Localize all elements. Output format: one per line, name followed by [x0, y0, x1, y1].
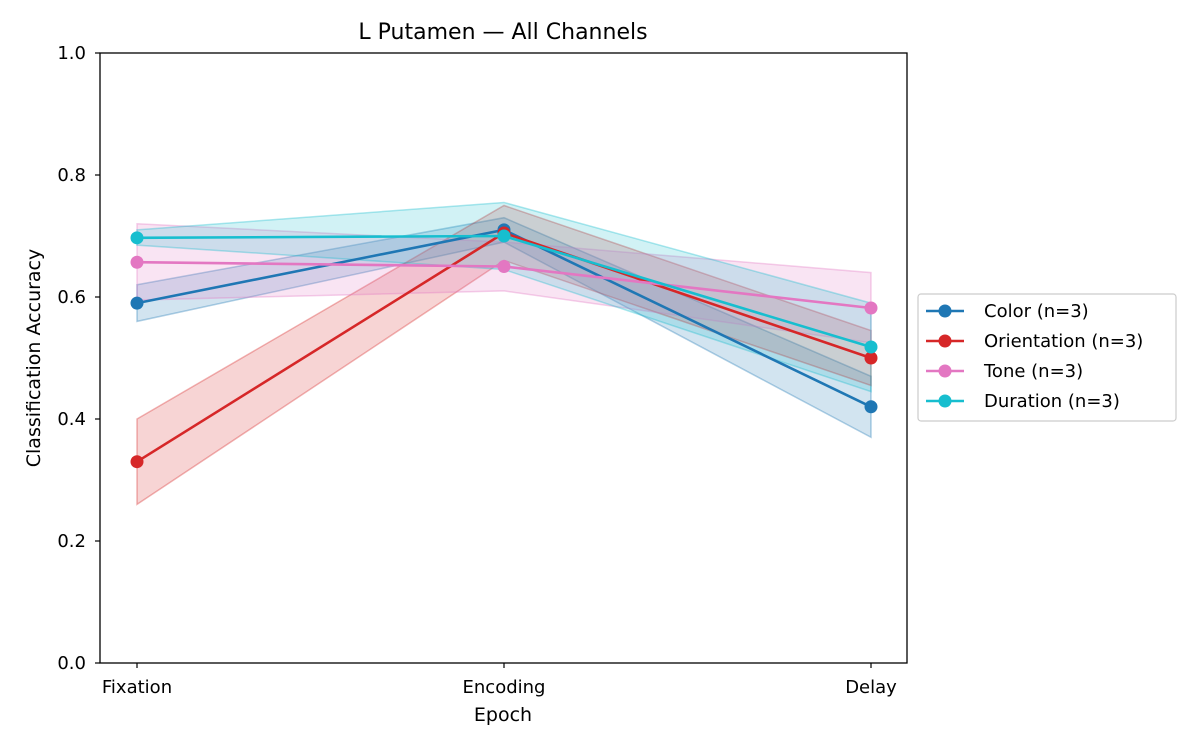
data-point [497, 260, 511, 273]
y-axis-title: Classification Accuracy [23, 249, 45, 468]
confidence-band-0 [136, 216, 872, 439]
legend-marker [938, 394, 952, 408]
confidence-band-1 [136, 204, 872, 506]
y-tick-label: 0.6 [57, 287, 86, 308]
legend-label: Tone (n=3) [983, 361, 1083, 382]
data-point [864, 301, 878, 315]
legend-label: Orientation (n=3) [984, 331, 1143, 352]
confidence-band-3 [136, 201, 872, 393]
data-point [497, 229, 511, 243]
y-tick-label: 0.0 [57, 653, 86, 674]
x-axis: Fixation Encoding Delay [102, 663, 897, 698]
legend-marker [938, 304, 952, 318]
y-tick-label: 0.8 [57, 165, 86, 186]
legend-label: Duration (n=3) [984, 391, 1120, 412]
x-tick-label: Fixation [102, 677, 172, 698]
chart-title: L Putamen — All Channels [358, 20, 647, 45]
series-points [130, 223, 878, 469]
data-point [130, 296, 144, 310]
data-point [130, 231, 144, 245]
y-tick-label: 0.4 [57, 409, 86, 430]
y-axis: 0.0 0.2 0.4 0.6 0.8 1.0 [57, 43, 100, 674]
data-point [130, 255, 144, 269]
y-tick-label: 1.0 [57, 43, 86, 64]
data-point [864, 400, 878, 414]
x-tick-label: Encoding [463, 677, 546, 698]
data-point [864, 351, 878, 365]
data-point [130, 455, 144, 469]
x-axis-title: Epoch [474, 704, 532, 726]
legend-box [917, 293, 1177, 422]
y-tick-label: 0.2 [57, 531, 86, 552]
data-point [864, 340, 878, 354]
legend-marker [938, 334, 952, 348]
legend: Color (n=3) Orientation (n=3) Tone (n=3) Du… [917, 293, 1177, 422]
legend-label: Color (n=3) [984, 301, 1089, 322]
x-tick-label: Delay [845, 677, 897, 698]
legend-marker [938, 364, 952, 378]
